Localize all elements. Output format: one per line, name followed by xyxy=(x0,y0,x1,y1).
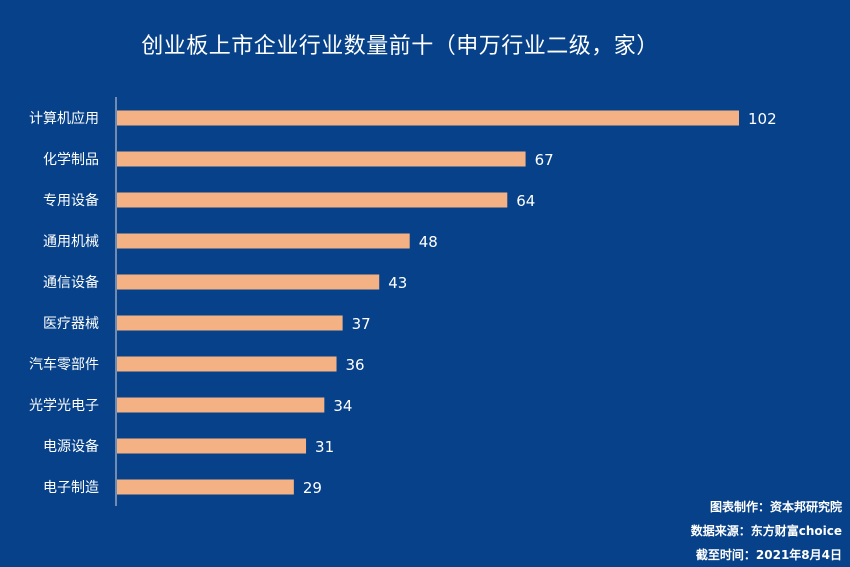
date-label: 截至时间： xyxy=(695,548,756,562)
maker-label: 图表制作： xyxy=(709,500,770,514)
category-label: 电子制造 xyxy=(43,480,99,496)
data-label: 102 xyxy=(748,110,777,128)
bar xyxy=(117,151,526,167)
data-label: 37 xyxy=(352,315,371,333)
bar xyxy=(117,438,307,454)
bar xyxy=(117,274,380,290)
category-label: 电源设备 xyxy=(43,438,99,455)
bar xyxy=(117,315,343,331)
bar xyxy=(117,397,325,413)
category-label: 医疗器械 xyxy=(43,316,99,332)
data-label: 43 xyxy=(388,274,407,292)
data-label: 29 xyxy=(303,479,322,497)
category-label: 化学制品 xyxy=(43,152,99,168)
data-label: 31 xyxy=(315,438,334,456)
category-label: 通信设备 xyxy=(43,274,99,291)
chart-notes: 图表制作：资本邦研究院 数据来源：东方财富choice 截至时间：2021年8月… xyxy=(691,495,842,567)
maker-value: 资本邦研究院 xyxy=(769,500,842,514)
source-value: 东方财富choice xyxy=(750,524,842,538)
bar xyxy=(117,192,508,208)
category-label: 光学光电子 xyxy=(29,398,99,414)
bars-layer: 计算机应用 102 化学制品 67 专用设备 64 通用机械 48 通信设备 43 医疗器械 37 汽车… xyxy=(29,110,777,497)
data-label: 36 xyxy=(346,356,365,374)
date-note: 截至时间：2021年8月4日 xyxy=(691,543,842,567)
category-label: 专用设备 xyxy=(43,192,99,209)
data-label: 67 xyxy=(535,151,554,169)
data-label: 64 xyxy=(516,192,535,210)
data-label: 34 xyxy=(333,397,352,415)
maker-note: 图表制作：资本邦研究院 xyxy=(691,495,842,519)
date-value: 2021年8月4日 xyxy=(755,548,842,562)
source-note: 数据来源：东方财富choice xyxy=(691,519,842,543)
category-label: 通用机械 xyxy=(43,234,99,250)
chart-title: 创业板上市企业行业数量前十（申万行业二级，家） xyxy=(141,34,659,59)
bar xyxy=(117,233,410,249)
category-label: 计算机应用 xyxy=(29,110,99,127)
bar xyxy=(117,356,337,372)
data-label: 48 xyxy=(419,233,438,251)
source-label: 数据来源： xyxy=(690,524,751,538)
bar xyxy=(117,479,294,495)
category-label: 汽车零部件 xyxy=(29,356,99,373)
bar xyxy=(117,110,739,126)
